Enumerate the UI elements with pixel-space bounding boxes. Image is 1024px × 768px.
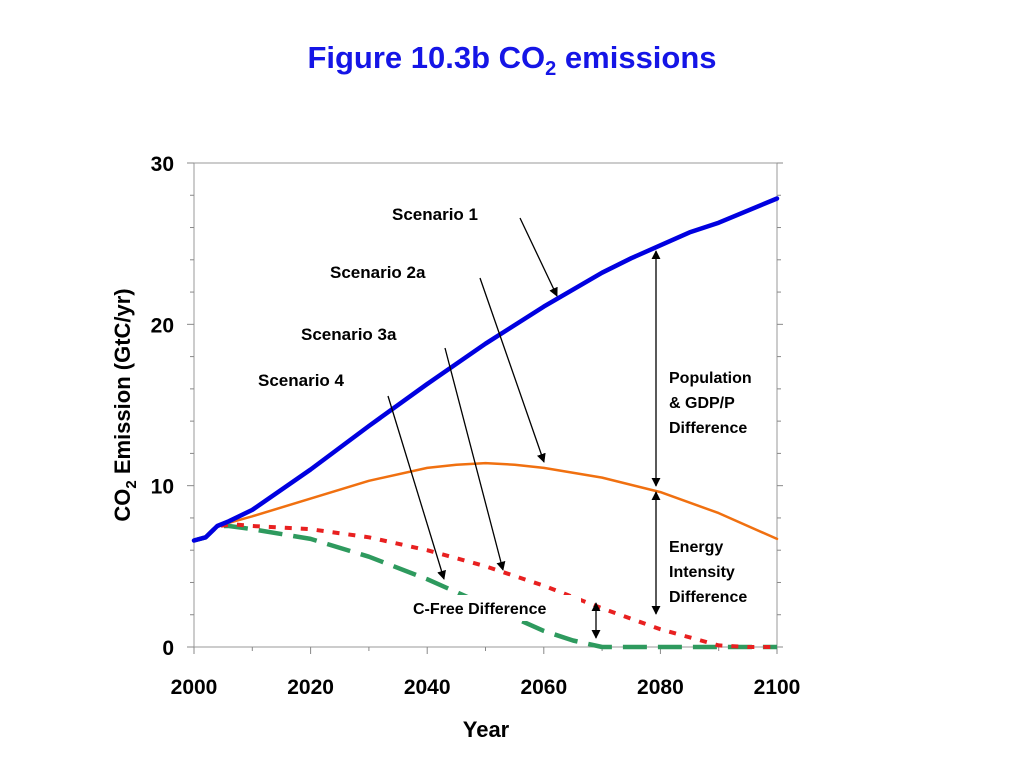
y-tick-label-30: 30	[151, 153, 174, 176]
title-rest: emissions	[556, 40, 717, 75]
label-energy-intensity-difference: Energy Intensity Difference	[669, 539, 747, 606]
x-tick-label-2000: 2000	[171, 676, 218, 699]
energy-line-1: Energy	[669, 539, 723, 556]
x-tick-label-2080: 2080	[637, 676, 684, 699]
y-axis-title-post: Emission (GtC/yr)	[110, 288, 135, 480]
y-tick-label-0: 0	[162, 637, 174, 660]
x-tick-label-2040: 2040	[404, 676, 451, 699]
label-cfree-difference: C-Free Difference	[413, 601, 546, 618]
title-main: Figure 10.3b CO	[307, 40, 546, 75]
y-axis-title-pre: CO	[110, 489, 135, 522]
pop-gdp-line-3: Difference	[669, 420, 747, 437]
label-scenario-4: Scenario 4	[258, 371, 345, 390]
cfree-label-background	[409, 595, 581, 621]
x-axis-title: Year	[463, 717, 510, 742]
series-line-scenario-1	[191, 196, 780, 543]
series-line-scenario-4	[193, 523, 777, 650]
page-title: Figure 10.3b CO2 emissions	[0, 40, 1024, 81]
tick-labels: 2000 2020 2040 2060 2080 2100 0 10 20 30	[151, 153, 801, 699]
energy-line-2: Intensity	[669, 564, 735, 581]
arrow-scenario-4	[387, 395, 446, 580]
axis-ticks	[187, 162, 783, 654]
y-tick-label-10: 10	[151, 476, 174, 499]
label-scenario-2a: Scenario 2a	[330, 263, 426, 282]
series-layer	[191, 196, 780, 650]
arrow-scenario-1	[519, 217, 558, 297]
pop-gdp-line-1: Population	[669, 370, 752, 387]
label-pop-gdp-difference: Population & GDP/P Difference	[669, 370, 756, 437]
title-subscript: 2	[545, 58, 557, 81]
x-tick-label-2020: 2020	[287, 676, 334, 699]
x-tick-label-2060: 2060	[520, 676, 567, 699]
arrow-scenario-3a	[444, 347, 506, 571]
label-scenario-3a: Scenario 3a	[301, 325, 397, 344]
x-tick-label-2100: 2100	[754, 676, 801, 699]
arrow-scenario-2a	[479, 277, 546, 463]
y-tick-label-20: 20	[151, 314, 174, 337]
energy-line-3: Difference	[669, 589, 747, 606]
pop-gdp-line-2: & GDP/P	[669, 395, 735, 412]
y-axis-title-subscript: 2	[123, 480, 140, 488]
y-axis-title: CO2 Emission (GtC/yr)	[110, 288, 140, 521]
label-scenario-1: Scenario 1	[392, 205, 478, 224]
